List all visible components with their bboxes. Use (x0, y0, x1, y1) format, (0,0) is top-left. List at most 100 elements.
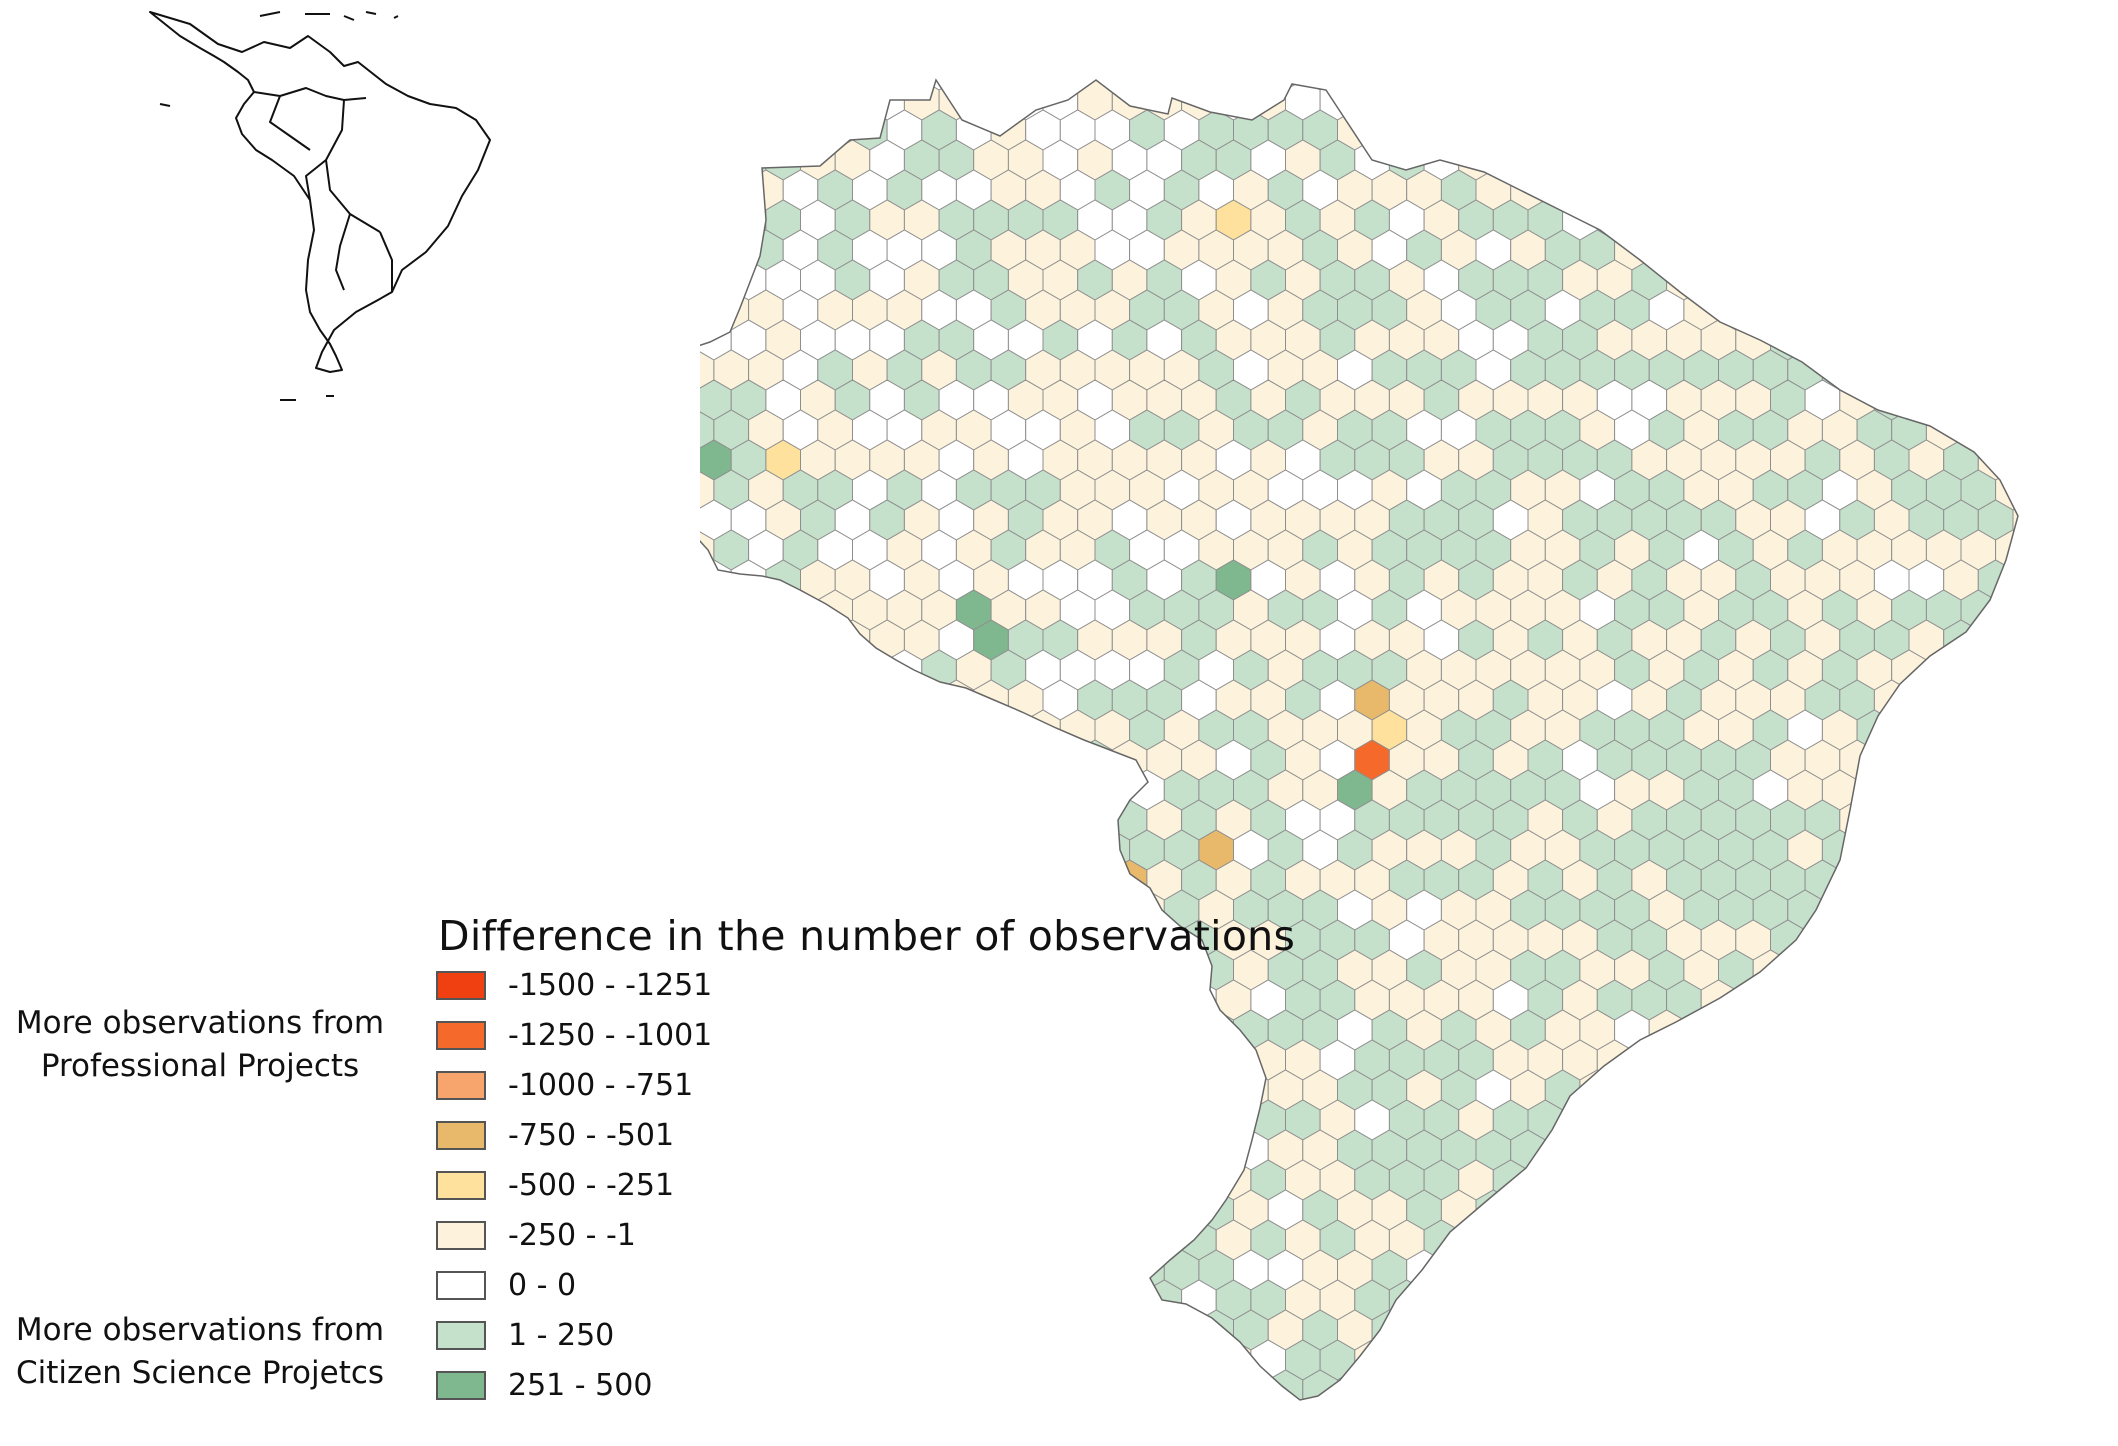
hex-cell (1648, 1069, 1685, 1111)
hex-cell (2048, 680, 2083, 720)
hex-cell (2100, 1190, 2118, 1230)
hex-cell (1839, 1339, 1875, 1381)
hex-cell (1856, 289, 1893, 331)
hex-cell (1821, 889, 1858, 931)
legend-swatch (436, 1220, 486, 1250)
hex-cell (1925, 649, 1962, 691)
hex-cell (1873, 1279, 1910, 1321)
hex-cell (800, 859, 836, 901)
legend-row: 1 - 250 (434, 1310, 1295, 1360)
hex-cell (1683, 1069, 1719, 1111)
hex-cell (1007, 799, 1044, 841)
hex-cell (2030, 350, 2065, 390)
hex-cell (730, 859, 767, 901)
hex-cell (1615, 1430, 1650, 1446)
hex-cell (1303, 1430, 1338, 1446)
hex-cell (748, 80, 784, 91)
hex-cell (1995, 709, 2018, 751)
hex-cell (1683, 1129, 1719, 1171)
hex-cell (1407, 1430, 1442, 1446)
hex-cell (1908, 799, 1945, 841)
hex-cell (1094, 769, 1131, 811)
hex-cell (1337, 80, 1373, 91)
hex-cell (1666, 1279, 1702, 1321)
hex-cell (2030, 60, 2065, 90)
hex-cell (1856, 949, 1893, 991)
hex-cell (2082, 860, 2117, 900)
hex-cell (800, 80, 836, 121)
hex-cell (1908, 1099, 1945, 1141)
hex-cell (2030, 770, 2065, 810)
hex-cell (1925, 1069, 1962, 1111)
hex-cell (1908, 199, 1945, 241)
hex-cell (1700, 1159, 1737, 1201)
hex-cell (1821, 1009, 1858, 1051)
hex-cell (1943, 859, 1979, 901)
hex-cell (2030, 1190, 2065, 1230)
hex-cell (1873, 859, 1910, 901)
hex-cell (1943, 1279, 1979, 1321)
hex-cell (921, 829, 957, 871)
hex-cell (1960, 949, 1997, 991)
hex-cell (1839, 139, 1875, 181)
hex-cell (1492, 1279, 1529, 1321)
hex-cell (1960, 1009, 1997, 1051)
hex-cell (2082, 1340, 2117, 1380)
hex-cell (730, 619, 767, 661)
south-america-outline (149, 11, 491, 373)
hex-cell (1943, 139, 1979, 181)
hex-cell (2082, 920, 2117, 960)
hex-cell (1544, 1249, 1581, 1291)
hex-cell (2100, 1130, 2118, 1170)
hex-cell (2065, 650, 2100, 690)
hex-cell (1458, 1339, 1494, 1381)
hex-cell (2048, 1220, 2083, 1260)
hex-cell (852, 649, 888, 691)
hex-cell (1822, 1430, 1857, 1446)
hex-cell (1042, 859, 1079, 901)
hex-cell (1925, 349, 1962, 391)
hex-cell (1873, 139, 1910, 181)
hex-cell (1891, 709, 1927, 751)
hex-cell (1891, 229, 1927, 271)
hex-cell (1977, 139, 2014, 181)
hex-cell (1891, 80, 1927, 91)
hex-cell (1995, 1009, 2018, 1051)
hex-cell (1873, 80, 1910, 121)
hex-cell (1856, 229, 1893, 271)
hex-cell (700, 80, 715, 91)
hex-cell (1856, 1009, 1893, 1051)
hex-cell (1683, 1309, 1719, 1351)
hex-cell (1718, 1249, 1754, 1291)
hex-cell (1977, 1099, 2014, 1141)
hex-cell (1354, 80, 1390, 121)
hex-cell (1388, 1399, 1425, 1400)
hex-cell (1804, 1399, 1841, 1400)
hex-cell (1338, 1430, 1373, 1446)
hex-cell (713, 649, 750, 691)
hex-cell (1596, 1099, 1633, 1141)
hex-cell (990, 829, 1027, 871)
hex-cell (1891, 289, 1927, 331)
hex-cell (1268, 1430, 1303, 1446)
hex-cell (1562, 1099, 1598, 1141)
hex-cell (1839, 80, 1875, 121)
hex-cell (1631, 1339, 1668, 1381)
hex-cell (1925, 1009, 1962, 1051)
hex-cell (1579, 80, 1616, 91)
hex-cell (765, 799, 801, 841)
legend-row: -1500 - -1251 (434, 960, 1295, 1010)
hex-cell (1995, 1189, 2018, 1231)
hex-cell (782, 709, 819, 751)
hex-cell (1631, 199, 1668, 241)
hex-cell (1579, 1129, 1616, 1171)
hex-cell (2065, 590, 2100, 630)
hex-cell (1752, 1369, 1789, 1400)
inner-borders (253, 87, 393, 292)
hex-cell (2012, 1279, 2018, 1321)
hex-cell (2048, 80, 2083, 120)
hex-cell (2048, 320, 2083, 360)
hex-cell (1908, 739, 1945, 781)
hex-cell (1821, 1249, 1858, 1291)
hex-cell (2100, 1070, 2118, 1110)
